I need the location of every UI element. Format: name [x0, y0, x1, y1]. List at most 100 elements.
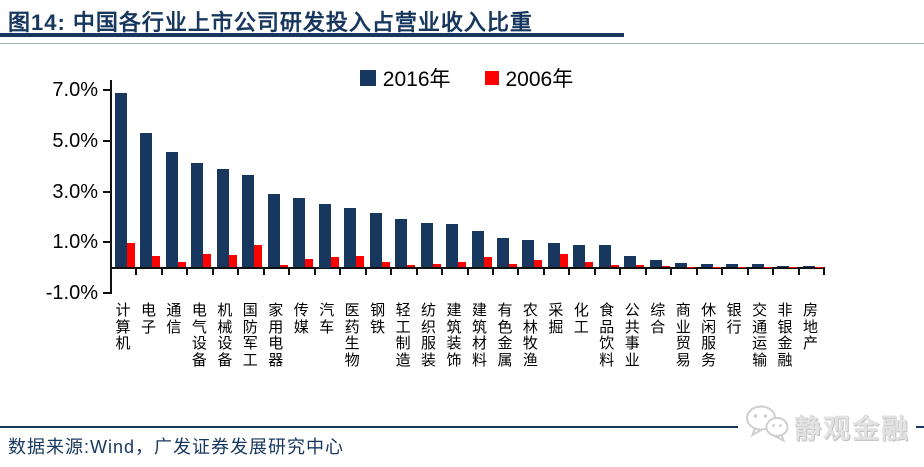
bar-2006 [305, 258, 314, 268]
bar-2016 [547, 243, 560, 268]
x-axis-tick [288, 269, 291, 275]
x-category-label: 商 业 贸 易 [675, 303, 691, 369]
x-category-label: 国 防 军 工 [242, 303, 258, 369]
bar-2006 [585, 262, 594, 268]
y-axis-tick [103, 241, 110, 244]
bar-2016 [675, 263, 688, 268]
x-axis-tick [237, 269, 240, 275]
y-tick-label: 3.0% [52, 180, 98, 203]
x-axis-tick [517, 269, 520, 275]
bar-2016 [496, 238, 509, 268]
x-axis-tick [262, 269, 265, 275]
legend-label-2016: 2016年 [382, 68, 451, 91]
x-category-label: 传 媒 [293, 303, 309, 336]
x-category-label: 建 筑 材 料 [471, 303, 487, 369]
legend-label-2006: 2006年 [505, 68, 574, 91]
data-source-note: 数据来源:Wind，广发证券发展研究中心 [8, 437, 345, 457]
bar-2016 [649, 259, 662, 268]
x-axis-tick [491, 269, 494, 275]
bar-2006 [763, 266, 772, 268]
watermark-badge: 静观金融 [738, 404, 916, 449]
legend-swatch-2016 [359, 70, 376, 86]
x-axis-tick [619, 269, 622, 275]
x-axis-tick [568, 269, 571, 275]
x-category-label: 纺 织 服 装 [421, 303, 437, 369]
bar-2016 [115, 92, 127, 268]
figure-title: 图14: 中国各行业上市公司研发投入占营业收入比重 [8, 10, 533, 35]
bar-2016 [471, 230, 484, 268]
y-axis-tick [103, 140, 110, 142]
bar-2016 [216, 168, 229, 268]
y-axis-tick [103, 291, 110, 294]
bar-2006 [407, 264, 416, 268]
y-tick-label: 1.0% [52, 231, 98, 254]
bar-2006 [738, 266, 747, 268]
x-category-label: 公 共 事 业 [624, 303, 640, 369]
bar-2006 [534, 259, 543, 268]
bar-2006 [661, 266, 670, 268]
x-category-label: 建 筑 装 饰 [446, 303, 462, 369]
x-category-label: 休 闲 服 务 [701, 303, 717, 369]
bar-2016 [242, 175, 255, 268]
x-category-label: 通 信 [166, 303, 182, 336]
bar-2016 [598, 245, 611, 268]
x-axis-tick [110, 269, 112, 275]
x-category-label: 房 地 产 [803, 303, 819, 352]
x-axis-tick [390, 269, 393, 275]
bar-2016 [573, 244, 586, 268]
x-axis-tick [313, 269, 316, 275]
bar-2016 [700, 263, 713, 268]
watermark-text: 静观金融 [794, 414, 910, 444]
bar-2006 [636, 264, 645, 268]
bar-2016 [446, 224, 459, 268]
title-underline-thick [0, 33, 624, 37]
x-category-label: 银 行 [726, 303, 742, 336]
y-axis-tick [103, 89, 110, 92]
bar-2016 [165, 152, 178, 268]
y-axis-tick [103, 190, 110, 193]
bar-2006 [814, 266, 823, 268]
bar-2006 [152, 256, 161, 268]
x-axis-tick [211, 269, 214, 275]
footer-divider [0, 426, 924, 428]
bar-2006 [279, 264, 288, 268]
x-category-label: 综 合 [650, 303, 666, 336]
x-axis-tick [746, 269, 749, 275]
bar-2006 [203, 253, 212, 268]
bar-2016 [522, 239, 535, 268]
x-axis-tick [644, 269, 647, 275]
x-axis-line [110, 267, 825, 269]
title-underline-thin [0, 43, 924, 44]
x-category-label: 轻 工 制 造 [395, 303, 411, 369]
x-axis-tick [135, 269, 138, 275]
bar-2006 [458, 262, 467, 268]
bar-2016 [191, 162, 204, 268]
bar-chart-plot-area: 7.0% 5.0% 3.0% 1.0% -1.0% 计 算 机电 子通 信电 气 设 备机… [45, 79, 825, 369]
bar-2016 [369, 213, 382, 268]
x-axis-tick [339, 269, 342, 275]
x-axis-tick [415, 269, 418, 275]
x-category-label: 电 气 设 备 [191, 303, 207, 369]
x-category-label: 交 通 运 输 [752, 303, 768, 369]
bar-2006 [559, 253, 568, 268]
x-category-label: 有 色 金 属 [497, 303, 513, 369]
x-axis-tick [466, 269, 469, 275]
y-tick-label: -1.0% [45, 281, 98, 304]
x-category-label: 机 械 设 备 [217, 303, 233, 369]
bar-2016 [267, 194, 280, 268]
x-category-label: 食 品 饮 料 [599, 303, 615, 369]
chart-legend: 2016年 2006年 [110, 63, 823, 93]
x-category-label: 汽 车 [319, 303, 335, 336]
x-axis-tick [364, 269, 367, 275]
bar-2016 [751, 264, 764, 268]
x-category-label: 农 林 牧 渔 [522, 303, 538, 369]
bar-2006 [610, 265, 619, 268]
x-axis-tick [160, 269, 163, 275]
x-axis-tick [441, 269, 444, 275]
x-category-label: 电 子 [140, 303, 156, 336]
x-category-label: 化 工 [573, 303, 589, 336]
bar-2006 [177, 262, 186, 268]
x-axis-tick [670, 269, 673, 275]
legend-swatch-2006 [484, 71, 499, 85]
